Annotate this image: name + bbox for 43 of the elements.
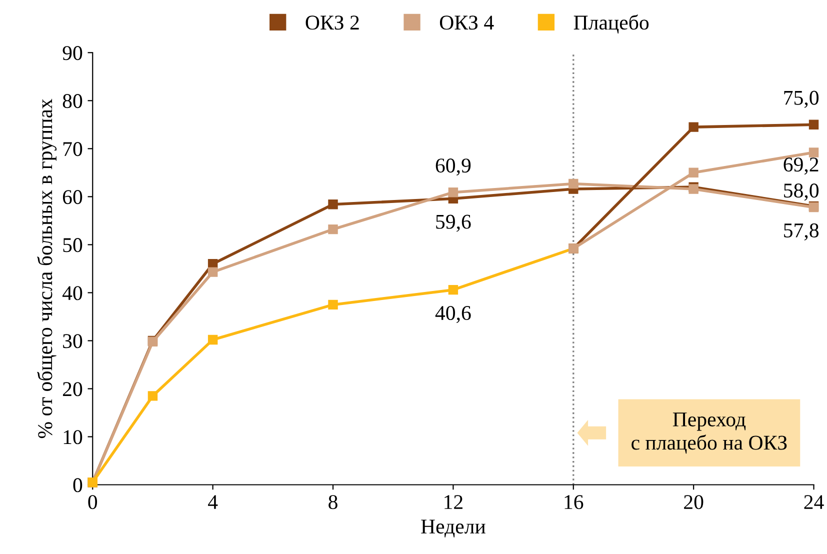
point xyxy=(688,122,698,132)
y-tick-label: 10 xyxy=(64,430,82,444)
point xyxy=(448,284,458,295)
x-tick-label: 12 xyxy=(444,495,462,509)
x-tick-label: 24 xyxy=(804,495,824,509)
point xyxy=(328,224,338,234)
x-axis-title: Недели xyxy=(421,520,486,538)
point xyxy=(328,199,338,210)
legend-label: ОКЗ 4 xyxy=(440,16,494,30)
point xyxy=(208,334,218,345)
data-label: 60,9 xyxy=(436,158,471,176)
y-axis-title: % от общего числа больных в группах xyxy=(37,98,57,438)
point xyxy=(148,391,158,401)
y-tick-label: 40 xyxy=(62,286,82,300)
point xyxy=(568,178,578,189)
data-label: 58,0 xyxy=(784,184,819,201)
y-tick-label: 90 xyxy=(62,46,82,60)
x-tick-label: 0 xyxy=(88,495,98,510)
data-label: 75,0 xyxy=(784,90,819,108)
point xyxy=(208,267,218,277)
legend-label: ОКЗ 2 xyxy=(306,16,359,30)
x-tick-label: 8 xyxy=(328,495,338,510)
annotation: Переход с плацебо на ОКЗ xyxy=(632,412,787,454)
legend-label: Плацебо xyxy=(574,14,649,34)
data-label: 69,2 xyxy=(784,158,818,175)
point xyxy=(328,300,338,310)
point xyxy=(688,168,698,178)
data-label: 40,6 xyxy=(435,306,471,324)
point xyxy=(808,148,819,158)
data-label: 59,6 xyxy=(436,214,471,232)
data-label: 57,8 xyxy=(784,223,819,240)
y-tick-label: 50 xyxy=(63,238,82,252)
x-tick-label: 4 xyxy=(208,495,218,509)
y-tick-label: 80 xyxy=(62,94,82,108)
y-tick-label: 0 xyxy=(73,478,82,492)
point xyxy=(808,120,819,130)
x-tick-label: 16 xyxy=(564,495,584,510)
y-tick-label: 30 xyxy=(63,334,82,348)
y-tick-label: 70 xyxy=(63,142,82,156)
point xyxy=(448,187,458,198)
y-tick-label: 60 xyxy=(62,190,82,204)
x-tick-label: 20 xyxy=(684,495,704,510)
y-tick-label: 20 xyxy=(62,382,82,396)
